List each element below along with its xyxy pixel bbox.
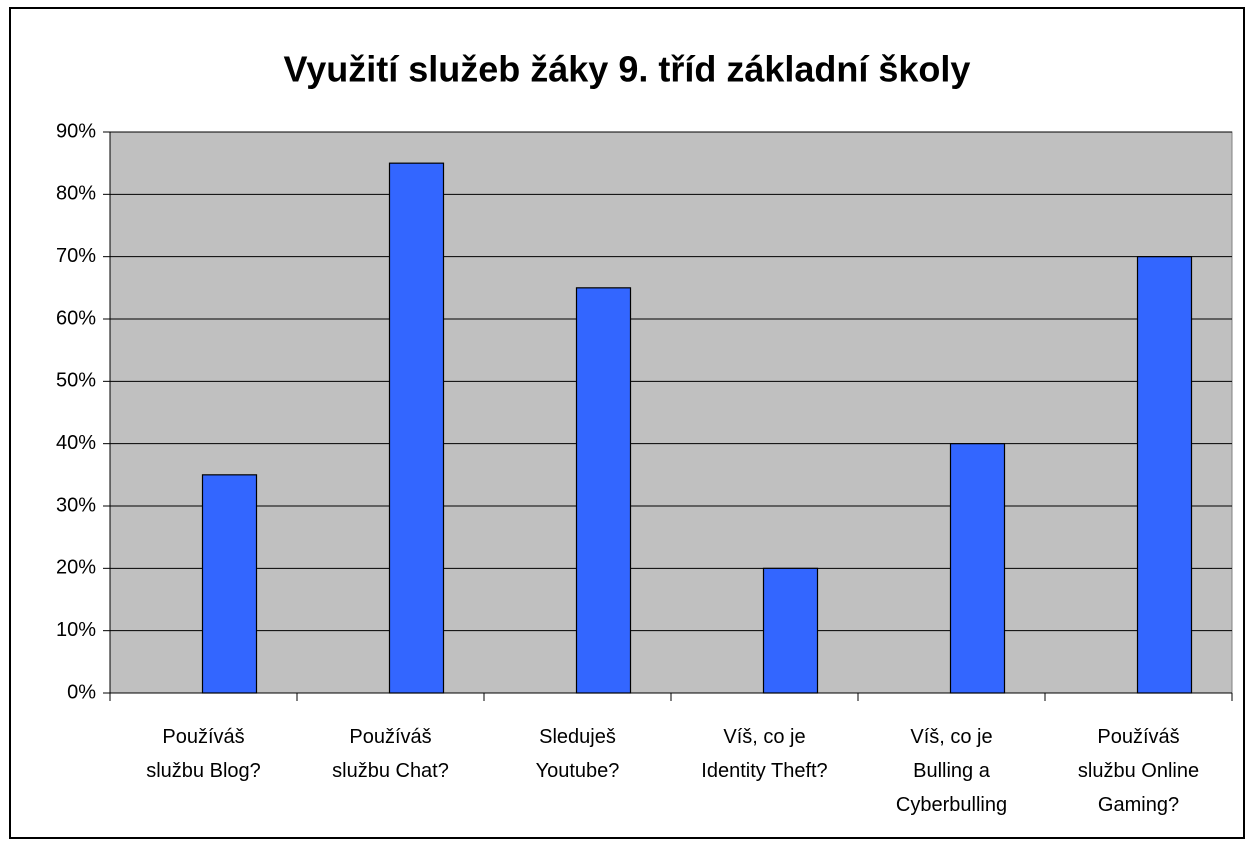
- bar: [388, 162, 445, 694]
- x-tick-label: Sleduješ Youtube?: [535, 726, 620, 782]
- plot-area: [109, 131, 1233, 694]
- y-tick-label: 30%: [56, 494, 96, 516]
- y-tick-label: 40%: [56, 432, 96, 454]
- y-tick-label: 0%: [67, 681, 96, 703]
- bar: [575, 287, 632, 694]
- x-tick-label: Víš, co je Identity Theft?: [701, 726, 828, 782]
- y-tick-label: 20%: [56, 557, 96, 579]
- x-tick-label: Víš, co je Bulling a Cyberbulling: [895, 726, 1008, 816]
- bar: [949, 443, 1006, 694]
- y-tick-label: 70%: [56, 245, 96, 267]
- chart-title: Využití služeb žáky 9. tříd základní ško…: [284, 49, 971, 90]
- bar: [762, 567, 819, 694]
- x-tick-label: Používáš službu Chat?: [332, 726, 449, 782]
- bar: [201, 474, 258, 694]
- y-tick-label: 10%: [56, 619, 96, 641]
- y-tick-label: 90%: [56, 120, 96, 142]
- x-tick-label: Používáš službu Online Gaming?: [1077, 726, 1200, 816]
- y-tick-label: 50%: [56, 370, 96, 392]
- y-tick-label: 80%: [56, 183, 96, 205]
- y-tick-label: 60%: [56, 307, 96, 329]
- x-tick-label: Používáš službu Blog?: [146, 726, 261, 782]
- bar: [1136, 256, 1193, 694]
